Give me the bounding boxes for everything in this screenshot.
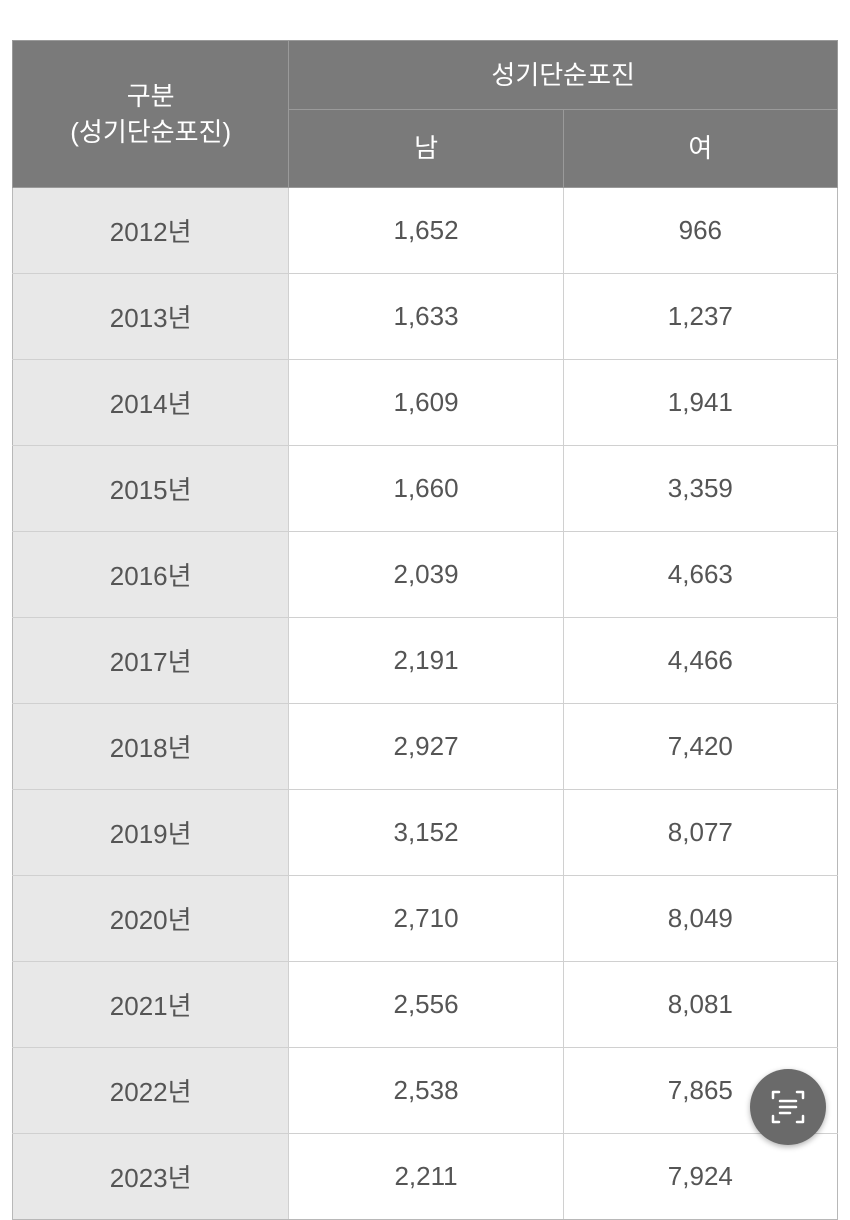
year-cell: 2016년: [13, 531, 289, 617]
table-row: 2013년1,6331,237: [13, 273, 838, 359]
header-category-label: 구분(성기단순포진): [70, 81, 231, 147]
male-cell: 2,710: [289, 875, 563, 961]
male-cell: 1,633: [289, 273, 563, 359]
female-cell: 966: [563, 187, 837, 273]
year-cell: 2021년: [13, 961, 289, 1047]
year-cell: 2022년: [13, 1047, 289, 1133]
header-male-label: 남: [414, 133, 438, 163]
year-cell: 2018년: [13, 703, 289, 789]
male-cell: 2,538: [289, 1047, 563, 1133]
male-cell: 3,152: [289, 789, 563, 875]
scan-fab-button[interactable]: [750, 1069, 826, 1145]
year-cell: 2015년: [13, 445, 289, 531]
header-group: 성기단순포진: [289, 41, 838, 110]
female-cell: 8,077: [563, 789, 837, 875]
year-cell: 2014년: [13, 359, 289, 445]
table-row: 2019년3,1528,077: [13, 789, 838, 875]
female-cell: 1,237: [563, 273, 837, 359]
header-category: 구분(성기단순포진): [13, 41, 289, 188]
year-cell: 2012년: [13, 187, 289, 273]
male-cell: 2,191: [289, 617, 563, 703]
male-cell: 2,211: [289, 1133, 563, 1219]
table-row: 2021년2,5568,081: [13, 961, 838, 1047]
male-cell: 1,609: [289, 359, 563, 445]
year-cell: 2013년: [13, 273, 289, 359]
female-cell: 7,924: [563, 1133, 837, 1219]
male-cell: 2,556: [289, 961, 563, 1047]
header-male: 남: [289, 110, 563, 187]
female-cell: 8,081: [563, 961, 837, 1047]
female-cell: 4,466: [563, 617, 837, 703]
data-table: 구분(성기단순포진) 성기단순포진 남 여 2012년1,6529662013년…: [12, 40, 838, 1220]
table-row: 2018년2,9277,420: [13, 703, 838, 789]
table-row: 2022년2,5387,865: [13, 1047, 838, 1133]
scan-document-icon: [768, 1087, 808, 1127]
table-row: 2016년2,0394,663: [13, 531, 838, 617]
male-cell: 1,652: [289, 187, 563, 273]
header-group-label: 성기단순포진: [491, 60, 635, 90]
year-cell: 2023년: [13, 1133, 289, 1219]
table-row: 2014년1,6091,941: [13, 359, 838, 445]
table-row: 2015년1,6603,359: [13, 445, 838, 531]
year-cell: 2017년: [13, 617, 289, 703]
male-cell: 1,660: [289, 445, 563, 531]
table-body: 2012년1,6529662013년1,6331,2372014년1,6091,…: [13, 187, 838, 1219]
male-cell: 2,039: [289, 531, 563, 617]
table-header: 구분(성기단순포진) 성기단순포진 남 여: [13, 41, 838, 188]
header-female: 여: [563, 110, 837, 187]
year-cell: 2020년: [13, 875, 289, 961]
year-cell: 2019년: [13, 789, 289, 875]
female-cell: 4,663: [563, 531, 837, 617]
female-cell: 8,049: [563, 875, 837, 961]
female-cell: 3,359: [563, 445, 837, 531]
female-cell: 1,941: [563, 359, 837, 445]
table-row: 2012년1,652966: [13, 187, 838, 273]
header-female-label: 여: [688, 133, 712, 163]
table-row: 2023년2,2117,924: [13, 1133, 838, 1219]
table-row: 2017년2,1914,466: [13, 617, 838, 703]
table-row: 2020년2,7108,049: [13, 875, 838, 961]
male-cell: 2,927: [289, 703, 563, 789]
female-cell: 7,420: [563, 703, 837, 789]
